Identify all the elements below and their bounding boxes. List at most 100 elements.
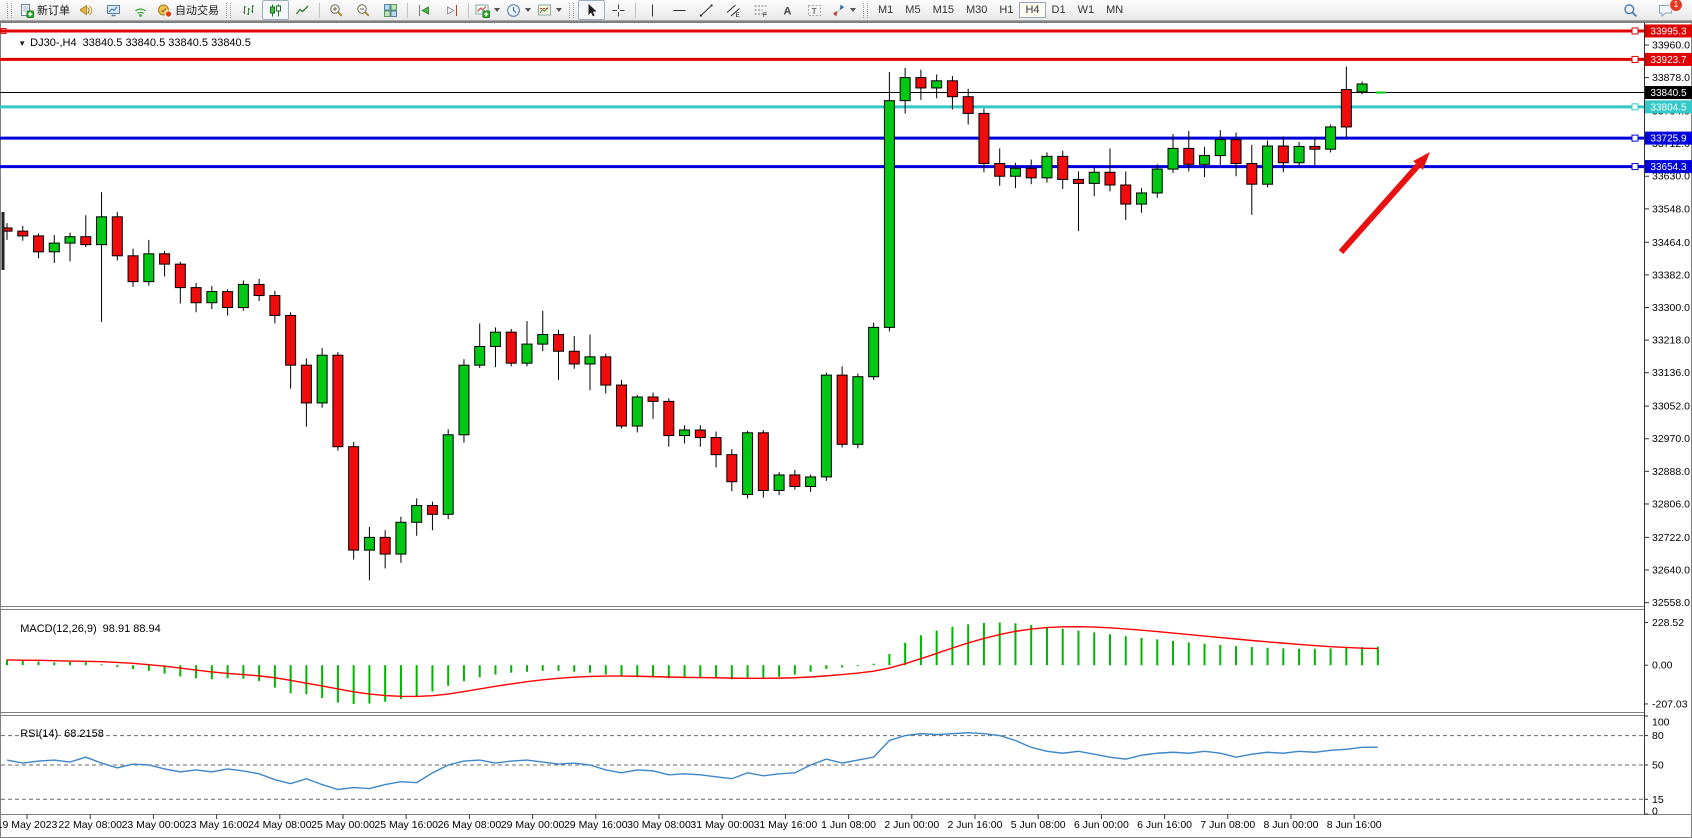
svg-text:32558.0: 32558.0 [1652,597,1690,609]
zoom-out-button[interactable] [350,0,377,20]
channel-button[interactable]: E [720,0,747,20]
templates-button[interactable] [534,0,565,20]
line-handle[interactable] [1631,163,1639,171]
line-left-handle[interactable] [0,27,7,34]
arrows-button[interactable] [828,0,859,20]
fibo-button[interactable]: F [747,0,774,20]
megaphone-icon [80,4,93,15]
svg-text:19 May 2023: 19 May 2023 [0,819,58,831]
line-chart-button[interactable] [289,0,316,20]
zoom-out-icon [357,3,370,17]
line-icon [295,5,309,14]
svg-text:33464.0: 33464.0 [1652,237,1690,249]
svg-text:23 May 00:00: 23 May 00:00 [122,819,186,831]
tile-windows-button[interactable] [377,0,404,20]
cursor-button[interactable] [578,0,605,20]
svg-text:33548.0: 33548.0 [1652,203,1690,215]
svg-text:2 Jun 00:00: 2 Jun 00:00 [884,819,939,831]
timeframe-m5-button[interactable]: M5 [905,4,921,16]
tile-icon [384,3,397,17]
timeframe-h1-button[interactable]: H1 [999,4,1014,16]
time-axis[interactable]: 19 May 2023 22 May 08:00 23 May 00:00 23 Ma… [0,814,1382,832]
crosshair-icon [612,4,625,16]
svg-text:100: 100 [1652,717,1670,729]
toolbar-grip [226,2,231,18]
timeframe-m1-button[interactable]: M1 [878,4,894,16]
indicators-button[interactable] [472,0,503,20]
toolbar-grip [863,2,868,18]
zoom-in-icon [330,3,343,17]
svg-text:33923.7: 33923.7 [1650,55,1687,66]
timeframe-m30-button[interactable]: M30 [965,4,988,16]
autotrading-button-label: 自动交易 [175,5,219,17]
new-order-icon [21,3,34,18]
timeframe-m15-button[interactable]: M15 [932,4,954,16]
market-watch-button[interactable] [100,0,127,20]
bar-chart-button[interactable] [235,0,262,20]
timeframe-h4-button[interactable]: H4 [1019,2,1046,18]
timeframe-d1-button[interactable]: D1 [1051,4,1066,16]
macd-axis: 228.52 0.00 -207.03 [1644,617,1688,710]
svg-text:6 Jun 00:00: 6 Jun 00:00 [1074,819,1129,831]
text-button[interactable]: A [774,0,801,20]
crosshair-button[interactable] [605,0,632,20]
zoom-in-button[interactable] [323,0,350,20]
svg-text:33960.0: 33960.0 [1652,40,1690,52]
dropdown-caret-icon [494,8,500,12]
svg-text:32722.0: 32722.0 [1652,532,1690,544]
notification-badge: 1 [1669,0,1683,12]
svg-text:31 May 16:00: 31 May 16:00 [754,819,818,831]
svg-text:0.00: 0.00 [1652,660,1673,672]
svg-text:F: F [763,12,767,18]
new-order-button-label: 新订单 [37,5,70,17]
new-order-button[interactable]: 新订单 [16,0,73,20]
auto-scroll-button[interactable] [411,0,438,20]
dropdown-caret-icon [850,8,856,12]
svg-text:T: T [812,6,817,16]
label-button[interactable]: T [801,0,828,20]
svg-text:6 Jun 16:00: 6 Jun 16:00 [1137,819,1192,831]
line-handle[interactable] [1631,55,1639,63]
autotrading-button[interactable]: 自动交易 [154,0,222,20]
candle-chart-button[interactable] [262,0,289,20]
timeframe-w1-button[interactable]: W1 [1077,4,1095,16]
channel-icon: E [726,4,741,18]
price-axis[interactable]: 33960.033878.033794.033712.033630.033548… [1644,40,1690,610]
notifications-button[interactable]: 1 [1652,0,1683,20]
periods-button[interactable] [503,0,534,20]
svg-text:32888.0: 32888.0 [1652,466,1690,478]
svg-text:33052.0: 33052.0 [1652,401,1690,413]
svg-text:24 May 08:00: 24 May 08:00 [248,819,312,831]
line-handle[interactable] [1631,134,1639,142]
hline-button[interactable] [666,0,693,20]
vline-button[interactable] [639,0,666,20]
svg-text:31 May 00:00: 31 May 00:00 [690,819,754,831]
svg-text:8 Jun 00:00: 8 Jun 00:00 [1264,819,1319,831]
label-icon: T [808,4,821,16]
dropdown-caret-icon [556,8,562,12]
line-handle[interactable] [1631,103,1639,111]
toolbar: 新订单 自动交易 E F A T M1 M5 M15 M30 H1 H4 D1 W1 MN 1 [0,0,1692,21]
svg-text:33382.0: 33382.0 [1652,269,1690,281]
signal-icon [135,8,146,17]
trendline-button[interactable] [693,0,720,20]
trend-arrow[interactable] [1338,152,1430,254]
alerts-button[interactable] [73,0,100,20]
svg-text:32970.0: 32970.0 [1652,433,1690,445]
signals-button[interactable] [127,0,154,20]
chart-shift-button[interactable] [438,0,465,20]
svg-text:2 Jun 16:00: 2 Jun 16:00 [948,819,1003,831]
svg-text:33995.3: 33995.3 [1650,26,1687,37]
svg-text:8 Jun 16:00: 8 Jun 16:00 [1327,819,1382,831]
line-handle[interactable] [1631,27,1639,35]
svg-text:33725.9: 33725.9 [1650,134,1687,145]
svg-text:26 May 08:00: 26 May 08:00 [438,819,502,831]
toolbar-separator [635,2,636,18]
timeframe-mn-button[interactable]: MN [1106,4,1124,16]
svg-text:33878.0: 33878.0 [1652,72,1690,84]
search-button[interactable] [1617,0,1644,20]
toolbar-grip [7,2,12,18]
candles-icon [270,4,281,16]
